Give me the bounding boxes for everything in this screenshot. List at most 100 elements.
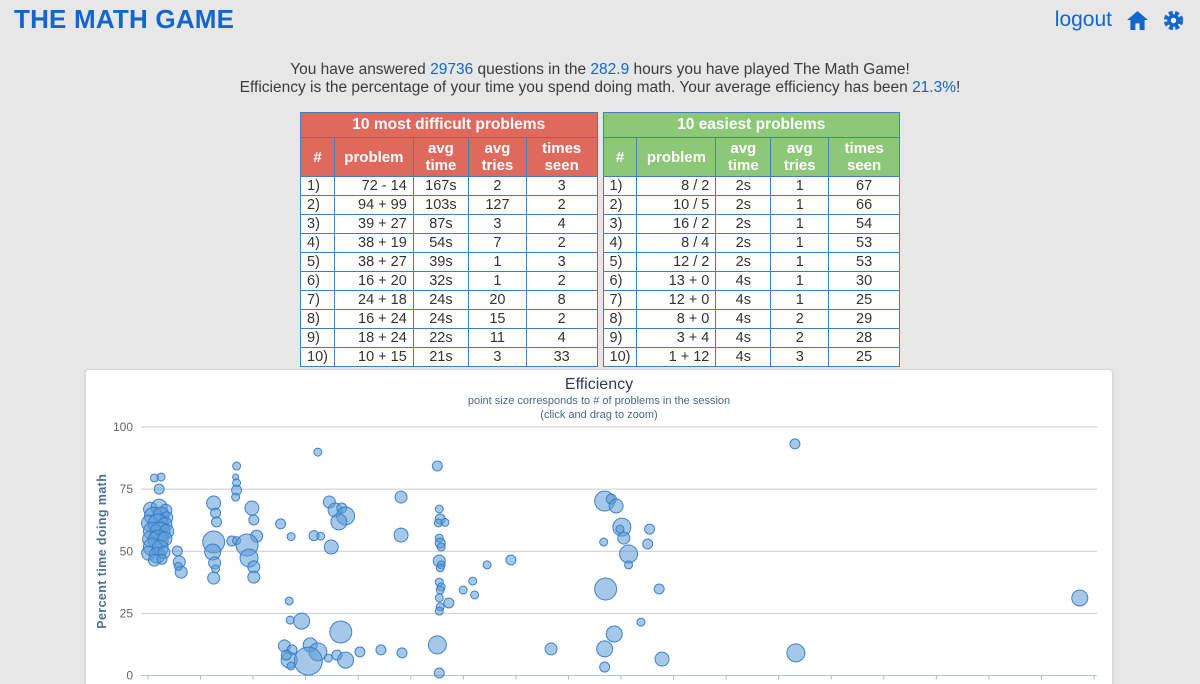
session-bubble[interactable] xyxy=(505,554,517,566)
session-bubble[interactable] xyxy=(434,593,444,603)
session-bubble[interactable] xyxy=(436,542,446,552)
table-row: 10) 10 + 15 21s 3 33 xyxy=(300,347,598,367)
table-cell: 32s xyxy=(412,271,469,291)
session-bubble[interactable] xyxy=(280,649,292,661)
table-cell: 2s xyxy=(715,195,772,215)
table-cell: 7) xyxy=(602,290,638,310)
table-cell: 8 + 0 xyxy=(636,309,717,329)
table-cell: 10 + 15 xyxy=(333,347,414,367)
session-bubble[interactable] xyxy=(244,500,260,516)
session-bubble[interactable] xyxy=(286,532,296,542)
session-bubble[interactable] xyxy=(284,596,294,606)
session-bubble[interactable] xyxy=(605,625,623,643)
session-bubble[interactable] xyxy=(786,643,806,663)
session-bubble[interactable] xyxy=(330,513,348,531)
session-bubble[interactable] xyxy=(293,646,323,676)
session-bubble[interactable] xyxy=(323,653,333,663)
session-bubble[interactable] xyxy=(434,606,444,616)
session-bubble[interactable] xyxy=(285,615,295,625)
session-bubble[interactable] xyxy=(443,597,455,609)
session-bubble[interactable] xyxy=(544,642,558,656)
session-bubble[interactable] xyxy=(594,577,618,601)
home-icon[interactable] xyxy=(1126,10,1149,31)
session-bubble[interactable] xyxy=(232,461,242,471)
gear-icon[interactable] xyxy=(1163,10,1184,31)
column-header: avg time xyxy=(715,137,772,177)
table-row: 5) 12 / 2 2s 1 53 xyxy=(602,252,900,272)
table-cell: 9) xyxy=(602,328,638,348)
y-tick-label: 0 xyxy=(126,669,133,683)
session-bubble[interactable] xyxy=(619,544,639,564)
session-bubble[interactable] xyxy=(248,514,260,526)
session-bubble[interactable] xyxy=(393,527,409,543)
session-bubble[interactable] xyxy=(434,504,444,514)
session-bubble[interactable] xyxy=(617,531,631,545)
session-bubble[interactable] xyxy=(433,667,445,679)
session-bubble[interactable] xyxy=(654,651,670,667)
session-bubble[interactable] xyxy=(337,651,355,669)
session-bubble[interactable] xyxy=(316,531,326,541)
summary-fragment: hours you have played The Math Game! xyxy=(629,61,910,78)
session-bubble[interactable] xyxy=(210,507,222,519)
session-bubble[interactable] xyxy=(636,617,646,627)
summary-fragment: ! xyxy=(956,78,961,96)
session-bubble[interactable] xyxy=(207,571,221,585)
session-bubble[interactable] xyxy=(435,563,445,573)
session-bubble[interactable] xyxy=(394,490,408,504)
session-bubble[interactable] xyxy=(156,553,168,565)
session-bubble[interactable] xyxy=(396,647,408,659)
session-bubble[interactable] xyxy=(435,585,445,595)
session-bubble[interactable] xyxy=(211,516,223,528)
session-bubble[interactable] xyxy=(231,492,241,502)
session-bubble[interactable] xyxy=(329,620,353,644)
session-bubble[interactable] xyxy=(624,560,634,570)
session-bubble[interactable] xyxy=(482,560,492,570)
session-bubble[interactable] xyxy=(153,483,165,495)
session-bubble[interactable] xyxy=(286,661,296,671)
session-bubble[interactable] xyxy=(171,545,183,557)
session-bubble[interactable] xyxy=(642,538,654,550)
table-cell: 4 xyxy=(525,214,598,234)
session-bubble[interactable] xyxy=(173,561,183,571)
session-bubble[interactable] xyxy=(470,590,480,600)
session-bubble[interactable] xyxy=(596,640,614,658)
session-bubble[interactable] xyxy=(247,570,261,584)
column-header: # xyxy=(300,137,335,177)
table-cell: 54 xyxy=(828,214,900,234)
session-bubble[interactable] xyxy=(293,612,311,630)
session-bubble[interactable] xyxy=(354,646,366,658)
session-bubble[interactable] xyxy=(156,472,166,482)
session-bubble[interactable] xyxy=(323,539,339,555)
session-bubble[interactable] xyxy=(608,498,624,514)
chart-title: Efficiency xyxy=(564,376,634,393)
table-cell: 53 xyxy=(828,233,900,253)
session-bubble[interactable] xyxy=(644,523,656,535)
session-bubble[interactable] xyxy=(653,583,665,595)
table-row: 8) 16 + 24 24s 15 2 xyxy=(300,309,598,329)
session-bubble[interactable] xyxy=(789,438,801,450)
table-cell: 1) xyxy=(602,176,638,196)
session-bubble[interactable] xyxy=(1071,589,1089,607)
table-cell: 3 xyxy=(525,176,598,196)
session-bubble[interactable] xyxy=(313,447,323,457)
table-cell: 103s xyxy=(412,195,469,215)
table-row: 3) 39 + 27 87s 3 4 xyxy=(300,214,598,234)
session-bubble[interactable] xyxy=(468,576,478,586)
summary-fragment: You have answered xyxy=(290,61,431,78)
logout-link[interactable]: logout xyxy=(1054,8,1112,31)
session-bubble[interactable] xyxy=(440,517,450,527)
chart-subtitle-1: point size corresponds to # of problems … xyxy=(467,395,731,407)
session-bubble[interactable] xyxy=(431,460,443,472)
session-bubble[interactable] xyxy=(599,661,611,673)
session-bubble[interactable] xyxy=(275,518,287,530)
table-cell: 6) xyxy=(300,271,335,291)
session-bubble[interactable] xyxy=(375,644,387,656)
session-bubble[interactable] xyxy=(599,537,609,547)
table-cell: 3 xyxy=(467,347,527,367)
table-cell: 12 / 2 xyxy=(636,252,717,272)
session-bubble[interactable] xyxy=(458,585,468,595)
column-header: problem xyxy=(636,137,717,177)
table-cell: 4s xyxy=(715,271,772,291)
session-bubble[interactable] xyxy=(427,635,447,655)
